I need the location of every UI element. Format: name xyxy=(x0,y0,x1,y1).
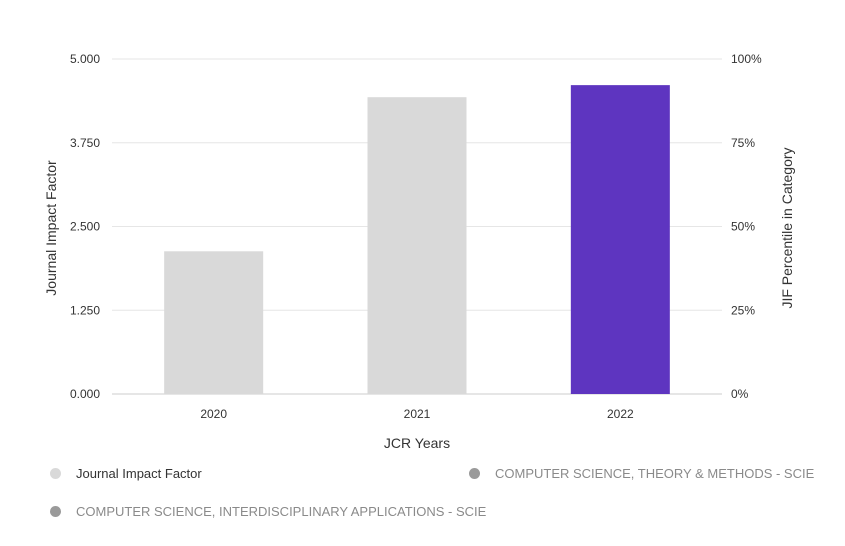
y-tick-label: 1.250 xyxy=(70,303,100,317)
legend-label: COMPUTER SCIENCE, INTERDISCIPLINARY APPL… xyxy=(76,504,487,519)
legend-label: Journal Impact Factor xyxy=(76,466,202,481)
y2-tick-label: 75% xyxy=(731,136,755,150)
legend-marker-icon xyxy=(50,468,61,479)
bar-2022 xyxy=(570,85,670,394)
legend-marker-icon xyxy=(469,468,480,479)
legend-item-cs-theory-methods[interactable]: COMPUTER SCIENCE, THEORY & METHODS - SCI… xyxy=(469,466,814,481)
legend-marker-icon xyxy=(50,506,61,517)
y2-tick-label: 100% xyxy=(731,52,762,66)
impact-factor-chart: 0.000 1.250 2.500 3.750 5.000 0% 25% 50% 75% 100… xyxy=(43,52,795,451)
y-axis-title: Journal Impact Factor xyxy=(43,160,59,296)
y-axis-ticks: 0.000 1.250 2.500 3.750 5.000 xyxy=(70,52,100,401)
y2-axis-title: JIF Percentile in Category xyxy=(779,147,795,308)
bar-2020 xyxy=(164,251,264,394)
x-tick-label: 2020 xyxy=(200,407,227,421)
y2-tick-label: 25% xyxy=(731,303,755,317)
y-tick-label: 0.000 xyxy=(70,387,100,401)
legend-item-cs-interdisciplinary[interactable]: COMPUTER SCIENCE, INTERDISCIPLINARY APPL… xyxy=(50,504,486,519)
y2-tick-label: 50% xyxy=(731,220,755,234)
y-tick-label: 5.000 xyxy=(70,52,100,66)
legend-label: COMPUTER SCIENCE, THEORY & METHODS - SCI… xyxy=(495,466,815,481)
x-tick-label: 2021 xyxy=(404,407,431,421)
x-axis-ticks: 2020 2021 2022 xyxy=(200,407,634,421)
y-tick-label: 2.500 xyxy=(70,220,100,234)
x-tick-label: 2022 xyxy=(607,407,634,421)
x-axis-title: JCR Years xyxy=(384,435,450,451)
legend-item-journal-impact-factor[interactable]: Journal Impact Factor xyxy=(50,466,202,481)
y-tick-label: 3.750 xyxy=(70,136,100,150)
y2-tick-label: 0% xyxy=(731,387,749,401)
legend: Journal Impact Factor COMPUTER SCIENCE, … xyxy=(0,458,845,538)
bars xyxy=(164,85,670,394)
bar-2021 xyxy=(367,97,467,394)
y2-axis-ticks: 0% 25% 50% 75% 100% xyxy=(731,52,762,401)
